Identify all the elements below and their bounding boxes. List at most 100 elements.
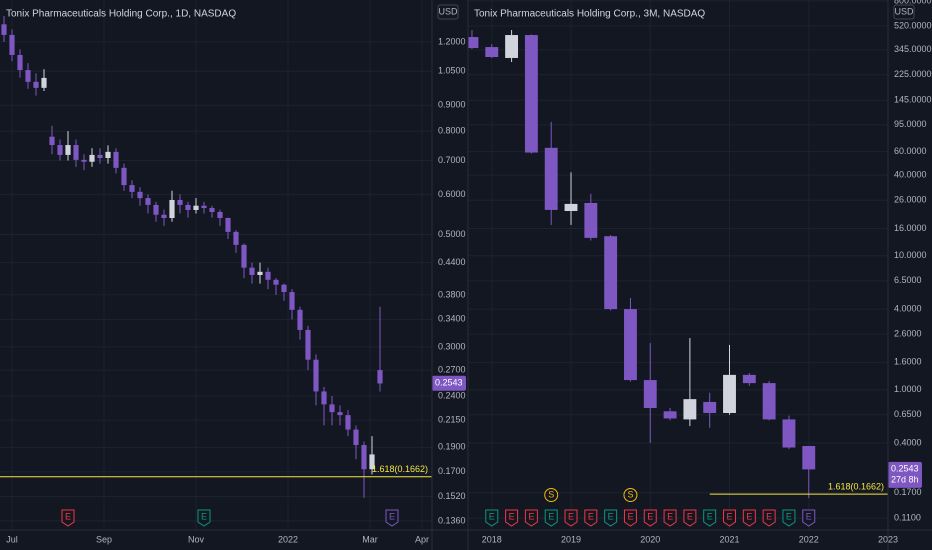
- earnings-label: E: [687, 511, 693, 521]
- y-tick-label: 6.5000: [894, 275, 922, 285]
- candle-body: [297, 309, 303, 330]
- candle-body: [233, 231, 239, 245]
- currency-label: USD: [894, 6, 914, 16]
- currency-box: [437, 4, 459, 20]
- y-tick-label: 0.9000: [438, 100, 466, 110]
- candle-body: [25, 70, 31, 82]
- candle-body: [564, 203, 578, 211]
- earnings-label: E: [548, 511, 554, 521]
- candle-body: [273, 279, 279, 285]
- candle-body: [249, 267, 255, 275]
- candle-body: [1, 24, 7, 35]
- candle-body: [185, 204, 191, 210]
- candle-body: [161, 214, 167, 218]
- earnings-marker: [703, 509, 717, 527]
- earnings-marker: [505, 509, 519, 527]
- candle-body: [281, 284, 287, 293]
- y-tick-label: 0.1700: [894, 487, 922, 497]
- y-tick-label: 1.0500: [438, 66, 466, 76]
- y-tick-label: 16.0000: [894, 223, 927, 233]
- earnings-label: E: [627, 511, 633, 521]
- earnings-label: E: [608, 511, 614, 521]
- x-tick-label: Jul: [6, 534, 18, 544]
- x-tick-label: Nov: [188, 534, 205, 544]
- earnings-marker: [604, 509, 618, 527]
- candle-body: [377, 370, 383, 384]
- earnings-marker: [643, 509, 657, 527]
- earnings-marker: [683, 509, 697, 527]
- candle-body: [257, 271, 263, 275]
- y-tick-label: 0.4400: [438, 257, 466, 267]
- earnings-label: E: [389, 511, 395, 521]
- earnings-label: E: [806, 511, 812, 521]
- last-price-box: [888, 461, 922, 488]
- y-tick-label: 520.0000: [894, 20, 932, 30]
- candle-body: [33, 81, 39, 88]
- y-tick-label: 0.1900: [438, 442, 466, 452]
- y-tick-label: 0.5000: [438, 229, 466, 239]
- earnings-marker: [385, 509, 399, 527]
- chart-title: Tonix Pharmaceuticals Holding Corp., 1D,…: [6, 9, 236, 20]
- earnings-label: E: [568, 511, 574, 521]
- candle-body: [369, 454, 375, 470]
- candle-body: [209, 208, 215, 212]
- candle-body: [65, 145, 71, 155]
- candle-body: [782, 419, 796, 448]
- y-tick-label: 0.7000: [438, 155, 466, 165]
- split-marker: [623, 488, 638, 502]
- y-tick-label: 1.2000: [438, 36, 466, 46]
- earnings-marker: [742, 509, 756, 527]
- y-tick-label: 145.0000: [894, 95, 932, 105]
- candle-body: [193, 205, 199, 210]
- y-tick-label: 0.1360: [438, 515, 466, 525]
- candle-body: [105, 151, 111, 159]
- y-tick-label: 0.3800: [438, 289, 466, 299]
- y-tick-label: 60.0000: [894, 146, 927, 156]
- earnings-marker: [544, 509, 558, 527]
- y-tick-label: 225.0000: [894, 69, 932, 79]
- earnings-marker: [61, 509, 75, 527]
- y-tick-label: 0.6500: [894, 409, 922, 419]
- earnings-label: E: [528, 511, 534, 521]
- earnings-label: E: [766, 511, 772, 521]
- plot-area: [0, 0, 432, 530]
- earnings-label: E: [588, 511, 594, 521]
- earnings-label: E: [489, 511, 495, 521]
- earnings-label: E: [707, 511, 713, 521]
- y-tick-label: 0.1520: [438, 491, 466, 501]
- candle-body: [289, 292, 295, 310]
- y-tick-label: 4.0000: [894, 303, 922, 313]
- candle-body: [505, 35, 519, 58]
- candle-body: [524, 35, 538, 153]
- candle-body: [683, 399, 697, 420]
- candle-body: [742, 374, 756, 384]
- earnings-label: E: [786, 511, 792, 521]
- earnings-label: E: [509, 511, 515, 521]
- earnings-marker: [663, 509, 677, 527]
- plot-area: [468, 0, 888, 530]
- candle-body: [762, 383, 776, 420]
- candle-body: [663, 411, 677, 419]
- y-tick-label: 0.1700: [438, 466, 466, 476]
- candle-body: [345, 415, 351, 430]
- candle-body: [544, 147, 558, 210]
- earnings-marker: [584, 509, 598, 527]
- last-price-label: 0.2543: [891, 464, 919, 474]
- y-tick-label: 1.0000: [894, 384, 922, 394]
- candle-body: [624, 309, 637, 381]
- y-tick-label: 0.3000: [438, 341, 466, 351]
- currency-box: [893, 4, 915, 20]
- candle-body: [313, 359, 319, 392]
- y-tick-label: 0.2400: [438, 390, 466, 400]
- candle-body: [723, 374, 736, 413]
- earnings-label: E: [746, 511, 752, 521]
- fib-label: 1.618(0.1662): [372, 464, 428, 474]
- candle-body: [703, 401, 717, 413]
- earnings-marker: [524, 509, 538, 527]
- x-tick-label: 2022: [278, 534, 298, 544]
- candle-body: [9, 34, 15, 55]
- earnings-label: E: [727, 511, 733, 521]
- earnings-label: E: [647, 511, 653, 521]
- earnings-label: E: [65, 511, 71, 521]
